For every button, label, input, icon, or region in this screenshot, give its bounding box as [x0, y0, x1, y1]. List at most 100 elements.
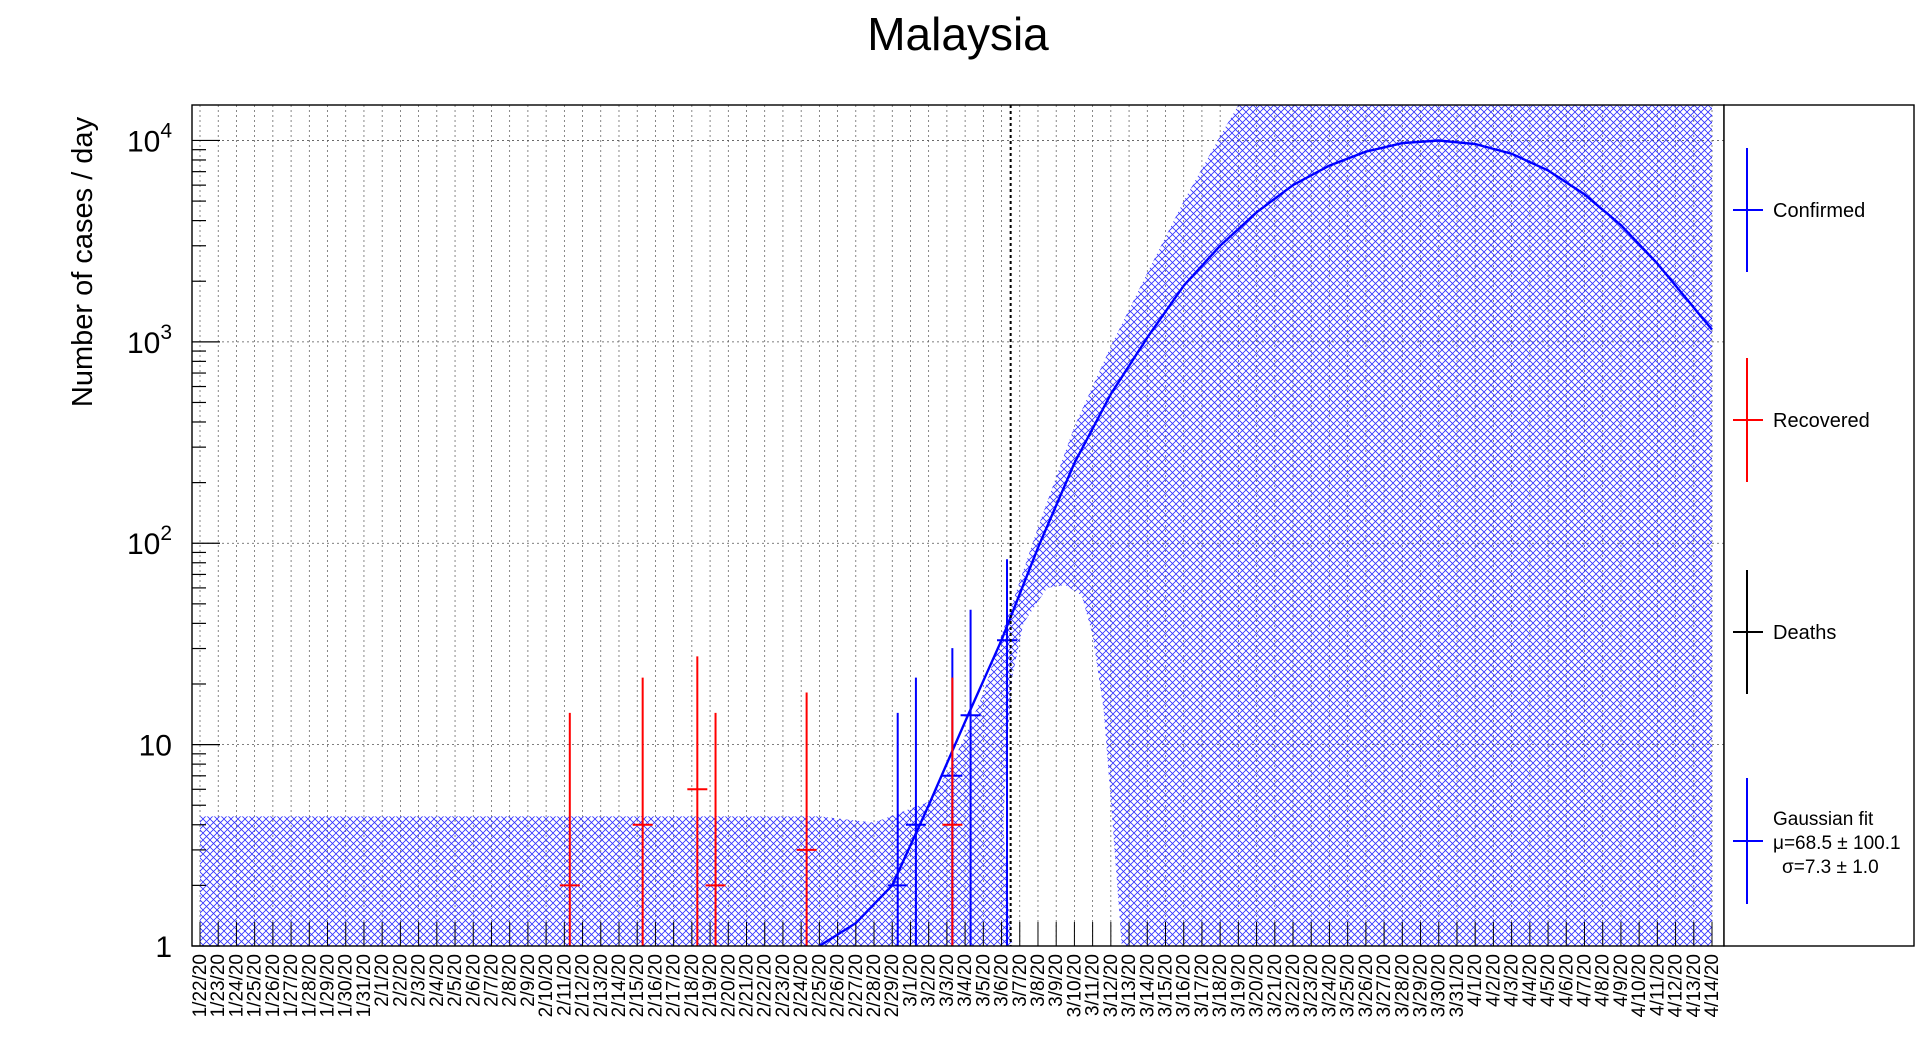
x-tick-label: 2/29/20: [882, 954, 903, 1017]
gaussian-fit-curve: [818, 139, 1713, 946]
x-tick-label: 2/9/20: [518, 954, 539, 1007]
x-tick-label: 4/13/20: [1684, 954, 1705, 1017]
x-tick-label: 2/11/20: [554, 954, 575, 1016]
x-tick-label: 3/9/20: [1046, 954, 1067, 1007]
legend-label: Confirmed: [1773, 200, 1865, 222]
x-tick-label: 3/13/20: [1119, 954, 1140, 1017]
x-tick-label: 3/1/20: [901, 954, 922, 1007]
x-tick-label: 3/22/20: [1283, 954, 1304, 1017]
x-tick-label: 3/31/20: [1447, 954, 1468, 1017]
x-tick-label: 3/8/20: [1028, 954, 1049, 1007]
x-tick-label: 2/2/20: [390, 954, 411, 1007]
x-tick-label: 2/17/20: [664, 954, 685, 1017]
data-point-confirmed: [960, 609, 981, 946]
x-tick-label: 4/5/20: [1538, 954, 1559, 1007]
x-tick-label: 2/8/20: [500, 954, 521, 1007]
x-tick-label: 2/23/20: [773, 954, 794, 1017]
x-tick-label: 3/24/20: [1319, 954, 1340, 1017]
x-tick-label: 2/15/20: [627, 954, 648, 1017]
x-tick-label: 3/19/20: [1228, 954, 1249, 1017]
axis-ticks: [199, 922, 1713, 946]
legend-entry: Confirmed: [1733, 148, 1865, 272]
y-axis-label: Number of cases / day: [67, 116, 99, 407]
x-tick-label: 4/7/20: [1575, 954, 1596, 1007]
legend-entry: Recovered: [1733, 358, 1870, 482]
x-tick-label: 2/26/20: [828, 954, 849, 1017]
data-point-confirmed: [997, 559, 1018, 946]
legend-entry: Deaths: [1733, 570, 1836, 694]
x-tick-label: 2/22/20: [755, 954, 776, 1017]
x-tick-label: 3/27/20: [1374, 954, 1395, 1017]
x-tick-label: 3/23/20: [1301, 954, 1322, 1017]
x-tick-label: 3/5/20: [973, 954, 994, 1007]
x-tick-label: 3/25/20: [1338, 954, 1359, 1017]
fit-curve-line: [818, 139, 1713, 946]
y-tick-label: 10: [139, 730, 172, 763]
x-tick-label: 2/6/20: [463, 954, 484, 1007]
x-tick-label: 1/30/20: [336, 954, 357, 1017]
x-tick-label: 2/14/20: [609, 954, 630, 1017]
x-tick-label: 2/7/20: [482, 954, 503, 1007]
x-tick-label: 3/3/20: [937, 954, 958, 1007]
data-points: [559, 559, 1018, 946]
x-tick-label: 1/25/20: [245, 954, 266, 1017]
y-tick-label: 103: [127, 321, 172, 360]
x-tick-label: 4/8/20: [1593, 954, 1614, 1007]
x-tick-label: 2/12/20: [573, 954, 594, 1017]
x-tick-label: 4/2/20: [1483, 954, 1504, 1007]
fit-uncertainty-band: [200, 105, 1712, 946]
x-tick-label: 2/25/20: [809, 954, 830, 1017]
x-tick-label: 1/22/20: [190, 954, 211, 1017]
y-tick-label: 102: [127, 522, 172, 561]
x-tick-label: 3/7/20: [1010, 954, 1031, 1007]
x-tick-label: 2/16/20: [645, 954, 666, 1017]
y-tick-label: 104: [127, 119, 172, 158]
x-tick-label: 1/26/20: [263, 954, 284, 1017]
legend-fit-label: σ=7.3 ± 1.0: [1782, 857, 1879, 878]
legend: Confirmed Recovered Deaths Gaussian fit μ=68…: [1723, 104, 1915, 947]
x-tick-label: 2/21/20: [737, 954, 758, 1017]
x-tick-label: 3/18/20: [1210, 954, 1231, 1017]
x-tick-label: 2/1/20: [372, 954, 393, 1007]
axes: 1 10 102 103 104 1/22/201/23/201/24/201/25/20…: [127, 104, 1725, 1017]
x-tick-label: 3/21/20: [1265, 954, 1286, 1017]
x-tick-label: 2/4/20: [427, 954, 448, 1007]
x-tick-label: 2/18/20: [682, 954, 703, 1017]
data-point-recovered: [796, 692, 817, 946]
x-tick-label: 3/2/20: [919, 954, 940, 1007]
x-tick-label: 3/20/20: [1247, 954, 1268, 1017]
x-tick-label: 2/13/20: [591, 954, 612, 1017]
x-tick-label: 3/29/20: [1411, 954, 1432, 1017]
x-tick-label: 3/16/20: [1174, 954, 1195, 1017]
x-tick-label: 1/28/20: [299, 954, 320, 1017]
fit-band-area: [200, 105, 1712, 946]
x-tick-label: 2/27/20: [846, 954, 867, 1017]
chart-title: Malaysia: [867, 8, 1049, 60]
x-tick-label: 4/11/20: [1647, 954, 1668, 1016]
legend-label: Deaths: [1773, 622, 1836, 644]
legend-fit-label: μ=68.5 ± 100.1: [1773, 833, 1901, 854]
data-point-confirmed: [887, 712, 908, 946]
data-point-recovered: [632, 677, 653, 946]
x-tick-label: 3/4/20: [955, 954, 976, 1007]
data-point-confirmed: [905, 677, 926, 946]
legend-fit-label: Gaussian fit: [1773, 809, 1874, 830]
x-tick-label: 2/5/20: [445, 954, 466, 1007]
x-tick-label: 1/23/20: [208, 954, 229, 1017]
data-point-recovered: [559, 712, 580, 946]
legend-box: [1723, 104, 1915, 947]
x-tick-label: 3/15/20: [1156, 954, 1177, 1017]
x-tick-label: 2/10/20: [536, 954, 557, 1017]
x-tick-label: 4/9/20: [1611, 954, 1632, 1007]
x-tick-label: 3/30/20: [1429, 954, 1450, 1017]
x-tick-label: 4/14/20: [1702, 954, 1723, 1017]
legend-label: Recovered: [1773, 410, 1870, 432]
x-tick-label: 4/1/20: [1465, 954, 1486, 1007]
x-tick-label: 1/29/20: [318, 954, 339, 1017]
x-tick-label: 2/24/20: [791, 954, 812, 1017]
x-tick-label: 1/27/20: [281, 954, 302, 1017]
legend-entry-fit: Gaussian fit μ=68.5 ± 100.1 σ=7.3 ± 1.0: [1733, 778, 1901, 904]
x-tick-label: 1/31/20: [354, 954, 375, 1017]
